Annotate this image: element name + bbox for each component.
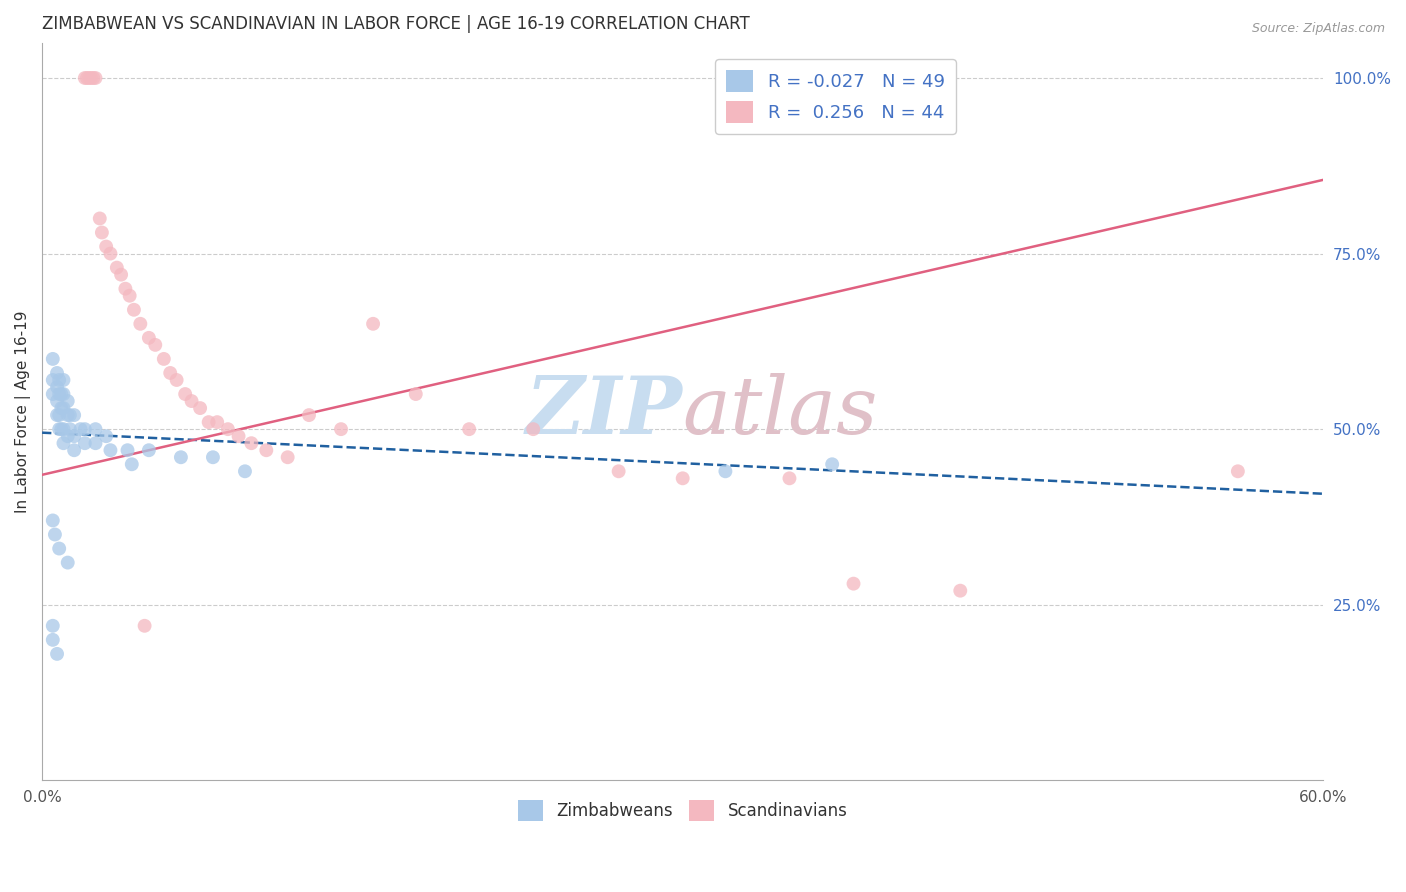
Point: [821, 457, 844, 471]
Point: [56, 408, 79, 422]
Point: [56, 556, 79, 570]
Point: [118, 289, 141, 303]
Point: [46, 366, 69, 380]
Point: [46, 380, 69, 394]
Point: [197, 415, 219, 429]
Point: [90, 226, 112, 240]
Point: [949, 583, 972, 598]
Point: [170, 450, 193, 465]
Point: [63, 408, 86, 422]
Point: [51, 422, 73, 436]
Point: [522, 422, 544, 436]
Point: [117, 443, 139, 458]
Point: [73, 70, 96, 85]
Text: ZIP: ZIP: [526, 373, 683, 450]
Point: [714, 464, 737, 478]
Point: [42, 632, 65, 647]
Point: [52, 436, 75, 450]
Text: Source: ZipAtlas.com: Source: ZipAtlas.com: [1251, 22, 1385, 36]
Point: [96, 239, 118, 253]
Point: [143, 338, 166, 352]
Point: [42, 351, 65, 366]
Point: [80, 70, 103, 85]
Point: [63, 443, 86, 458]
Point: [59, 408, 82, 422]
Point: [84, 422, 107, 436]
Point: [48, 422, 70, 436]
Point: [105, 260, 128, 275]
Point: [84, 436, 107, 450]
Point: [114, 282, 136, 296]
Point: [56, 394, 79, 409]
Point: [240, 436, 263, 450]
Point: [100, 443, 122, 458]
Point: [52, 422, 75, 436]
Point: [188, 401, 211, 415]
Point: [129, 317, 152, 331]
Point: [77, 70, 100, 85]
Point: [42, 373, 65, 387]
Point: [458, 422, 481, 436]
Point: [56, 429, 79, 443]
Point: [46, 394, 69, 409]
Point: [73, 422, 96, 436]
Point: [48, 408, 70, 422]
Point: [59, 422, 82, 436]
Point: [153, 351, 176, 366]
Y-axis label: In Labor Force | Age 16-19: In Labor Force | Age 16-19: [15, 310, 31, 513]
Point: [52, 387, 75, 401]
Point: [201, 450, 224, 465]
Point: [51, 401, 73, 415]
Point: [134, 619, 156, 633]
Text: atlas: atlas: [683, 373, 879, 450]
Point: [174, 387, 197, 401]
Point: [46, 647, 69, 661]
Point: [100, 246, 122, 260]
Point: [298, 408, 321, 422]
Point: [96, 429, 118, 443]
Point: [121, 457, 143, 471]
Point: [42, 387, 65, 401]
Point: [672, 471, 695, 485]
Point: [205, 415, 228, 429]
Point: [44, 527, 66, 541]
Point: [82, 70, 104, 85]
Point: [52, 401, 75, 415]
Point: [228, 429, 250, 443]
Text: ZIMBABWEAN VS SCANDINAVIAN IN LABOR FORCE | AGE 16-19 CORRELATION CHART: ZIMBABWEAN VS SCANDINAVIAN IN LABOR FORC…: [42, 15, 749, 33]
Point: [48, 387, 70, 401]
Point: [180, 394, 202, 409]
Point: [48, 541, 70, 556]
Point: [138, 331, 160, 345]
Point: [89, 211, 111, 226]
Point: [254, 443, 277, 458]
Point: [607, 464, 630, 478]
Point: [69, 422, 91, 436]
Point: [84, 70, 107, 85]
Point: [42, 619, 65, 633]
Point: [52, 373, 75, 387]
Point: [778, 471, 800, 485]
Point: [138, 443, 160, 458]
Point: [73, 436, 96, 450]
Point: [405, 387, 427, 401]
Point: [42, 513, 65, 527]
Point: [51, 387, 73, 401]
Point: [122, 302, 145, 317]
Point: [166, 373, 188, 387]
Point: [1226, 464, 1249, 478]
Legend: Zimbabweans, Scandinavians: Zimbabweans, Scandinavians: [512, 794, 855, 827]
Point: [277, 450, 299, 465]
Point: [48, 373, 70, 387]
Point: [76, 70, 98, 85]
Point: [842, 576, 865, 591]
Point: [46, 408, 69, 422]
Point: [361, 317, 384, 331]
Point: [217, 422, 239, 436]
Point: [233, 464, 256, 478]
Point: [159, 366, 181, 380]
Point: [63, 429, 86, 443]
Point: [110, 268, 132, 282]
Point: [330, 422, 353, 436]
